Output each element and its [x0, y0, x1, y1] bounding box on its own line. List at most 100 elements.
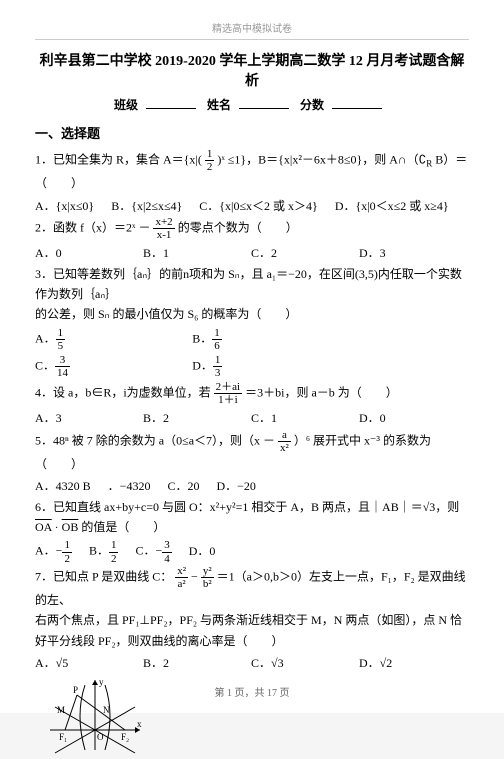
question-2: 2．函数 f（x）＝2ˣ － x+2x-1 的零点个数为（ ）: [35, 216, 469, 241]
q2-frac: x+2x-1: [153, 216, 174, 241]
exam-title: 利辛县第二中学校 2019-2020 学年上学期高二数学 12 月月考试题含解析: [35, 50, 469, 90]
q5-opt-c: C．20: [167, 476, 199, 496]
graph-label-f1: F₁: [59, 732, 67, 742]
q3-c-den: 14: [55, 367, 70, 379]
q3-a-num: 1: [56, 327, 66, 340]
q2-text-a: 2．函数 f（x）＝2ˣ －: [35, 220, 150, 234]
q5-frac-den: x²: [278, 442, 291, 454]
q6-c-num: 3: [162, 539, 172, 552]
q4-frac: 2＋ai1＋i: [214, 381, 242, 406]
q5-opt-d: D．−20: [216, 476, 255, 496]
q6-opt-d: D．0: [189, 541, 216, 561]
q5-opt-b: ．−4320: [108, 476, 151, 496]
q7-opt-d: D．√2: [359, 653, 454, 673]
q3-opt-b: B．16: [192, 327, 335, 352]
q2-frac-den: x-1: [153, 229, 174, 241]
q7-l-num: x²: [175, 565, 188, 578]
q4-frac-den: 1＋i: [214, 394, 242, 406]
q5-options: A．4320 B ．−4320 C．20 D．−20: [35, 476, 469, 496]
q3-d-num: 1: [213, 354, 223, 367]
q3-c-num: 3: [55, 354, 70, 367]
q2-opt-d: D．3: [359, 243, 454, 263]
q7-r-den: b²: [201, 578, 214, 590]
question-7: 7．已知点 P 是双曲线 C： x²a² − y²b² ＝1（a＞0,b＞0）左…: [35, 565, 469, 651]
q3-b-den: 6: [212, 340, 222, 352]
q4-opt-b: B．2: [143, 408, 238, 428]
class-blank: [146, 97, 196, 109]
q3-b-num: 1: [212, 327, 222, 340]
q2-opt-b: B．1: [143, 243, 238, 263]
q3-a-den: 5: [56, 340, 66, 352]
score-blank: [332, 97, 382, 109]
question-6: 6．已知直线 ax+by+c=0 与圆 O：x²+y²=1 相交于 A，B 两点…: [35, 497, 469, 538]
page-container: 精选高中模拟试卷 利辛县第二中学校 2019-2020 学年上学期高二数学 12…: [0, 0, 504, 713]
q4-text-b: ＝3＋bi，则 a－b 为（ ）: [245, 385, 398, 399]
q1-opt-c: C．{x|0≤x＜2 或 x＞4}: [199, 196, 318, 216]
q1-frac-num: 1: [205, 148, 215, 161]
q6-b-num: 1: [109, 539, 119, 552]
q5-frac-num: a: [278, 429, 291, 442]
q5-frac: ax²: [278, 429, 291, 454]
graph-label-o: O: [97, 732, 104, 742]
q6-b-den: 2: [109, 553, 119, 565]
q2-opt-c: C．2: [251, 243, 346, 263]
q1-opt-b: B．{x|2≤x≤4}: [111, 196, 182, 216]
q1-text-a: 1．已知全集为 R，集合 A＝{x|(: [35, 152, 202, 166]
q4-text-a: 4．设 a，b∈R，i为虚数单位，若: [35, 385, 211, 399]
q3-text-b: 的公差，则 Sₙ 的最小值仅为 S₆ 的概率为（ ）: [35, 304, 469, 324]
q6-vec-oa: OA: [35, 520, 52, 534]
q4-options: A．3 B．2 C．1 D．0: [35, 408, 469, 428]
q7-text-c: 右两个焦点，且 PF₁⊥PF₂，PF₂ 与两条渐近线相交于 M，N 两点（如图）…: [35, 610, 469, 651]
q4-opt-d: D．0: [359, 408, 454, 428]
q6-c-den: 4: [162, 553, 172, 565]
q7-r-num: y²: [201, 565, 214, 578]
q2-opt-a: A．0: [35, 243, 130, 263]
q3-d-den: 3: [213, 367, 223, 379]
score-label: 分数: [300, 98, 324, 112]
q7-opt-a: A．√5: [35, 653, 130, 673]
graph-label-n: N: [103, 705, 110, 715]
graph-label-x: x: [137, 719, 142, 729]
q1-sub-r: R: [426, 159, 432, 169]
q6-text-a: 6．已知直线 ax+by+c=0 与圆 O：x²+y²=1 相交于 A，B 两点…: [35, 500, 459, 514]
q6-a-den: 2: [62, 553, 72, 565]
q7-text-a: 7．已知点 P 是双曲线 C：: [35, 569, 172, 583]
q7-l-den: a²: [175, 578, 188, 590]
q2-options: A．0 B．1 C．2 D．3: [35, 243, 469, 263]
q6-text-b: ·: [55, 520, 62, 534]
q3-opt-d: D．13: [192, 354, 335, 379]
section-heading: 一、选择题: [35, 123, 469, 142]
q7-opt-c: C．√3: [251, 653, 346, 673]
q6-b-lbl: B．: [89, 544, 109, 558]
q1-text-b: )ˣ ≤1}，B＝{x|x²－6x＋8≤0}，则 A∩（∁: [217, 152, 426, 166]
q3-opt-a: A．15: [35, 327, 178, 352]
q1-opt-a: A．{x|x≤0}: [35, 196, 94, 216]
q4-opt-a: A．3: [35, 408, 130, 428]
q1-options: A．{x|x≤0} B．{x|2≤x≤4} C．{x|0≤x＜2 或 x＞4} …: [35, 196, 469, 216]
q6-options: A．−12 B．12 C．−34 D．0: [35, 539, 469, 564]
q6-opt-a: A．−12: [35, 539, 72, 564]
name-blank: [239, 97, 289, 109]
q2-frac-num: x+2: [153, 216, 174, 229]
q3-options: A．15 B．16 C．314 D．13: [35, 327, 469, 381]
q7-options: A．√5 B．2 C．√3 D．√2: [35, 653, 469, 673]
q1-frac-den: 2: [205, 161, 215, 173]
class-label: 班级: [114, 98, 138, 112]
q6-opt-c: C．−34: [135, 539, 171, 564]
q6-a-num: 1: [62, 539, 72, 552]
question-5: 5．48ⁿ 被 7 除的余数为 a（0≤a＜7），则（x － ax² ）⁶ 展开…: [35, 429, 469, 475]
q6-opt-b: B．12: [89, 539, 119, 564]
q5-opt-a: A．4320 B: [35, 476, 91, 496]
q2-text-b: 的零点个数为（ ）: [178, 220, 298, 234]
q4-frac-num: 2＋ai: [214, 381, 242, 394]
q6-text-c: 的值是（ ）: [81, 520, 165, 534]
q5-text-a: 5．48ⁿ 被 7 除的余数为 a（0≤a＜7），则（x －: [35, 433, 275, 447]
q7-opt-b: B．2: [143, 653, 238, 673]
meta-line: 班级 姓名 分数: [35, 96, 469, 113]
q1-frac: 12: [205, 148, 215, 173]
header-label: 精选高中模拟试卷: [35, 20, 469, 40]
q7-frac-r: y²b²: [201, 565, 214, 590]
page-footer: 第 1 页，共 17 页: [0, 684, 504, 699]
question-3: 3．已知等差数列｛aₙ｝的前n项和为 Sₙ，且 a₁＝−20，在区间(3,5)内…: [35, 264, 469, 325]
q6-a-lbl: A．−: [35, 544, 62, 558]
